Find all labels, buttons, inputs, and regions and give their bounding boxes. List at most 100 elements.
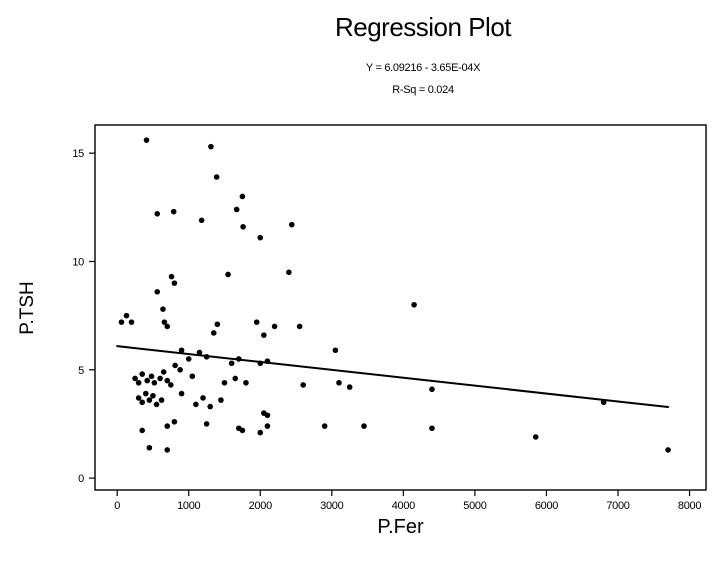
scatter-point [332,347,339,354]
scatter-point [232,375,239,382]
x-tick-label: 2000 [249,500,272,512]
plot-frame [94,124,707,491]
scatter-point [532,434,539,440]
scatter-point [264,423,271,429]
scatter-point [160,369,167,375]
scatter-point [336,379,342,386]
scatter-point [151,379,158,386]
scatter-point [164,423,171,429]
chart-rsq: R-Sq = 0.024 [392,84,454,96]
x-tick-label: 7000 [606,500,629,512]
scatter-point [189,373,196,380]
scatter-point [300,382,306,388]
scatter-point [346,384,353,390]
scatter-point [253,319,260,325]
scatter-point [171,418,178,425]
scatter-point [228,360,235,367]
scatter-point [213,174,220,180]
scatter-point [196,349,203,356]
y-tick-label: 15 [72,148,84,160]
scatter-point [164,377,171,384]
scatter-point [164,447,171,453]
scatter-point [154,211,161,217]
scatter-point [264,412,271,419]
scatter-point [243,379,249,386]
scatter-point [429,425,435,432]
scatter-point [257,429,264,436]
scatter-point [161,319,168,325]
scatter-point [225,271,231,278]
x-tick-label: 4000 [392,500,415,512]
scatter-point [361,423,367,429]
scatter-point [286,269,292,276]
scatter-point [153,401,160,408]
scatter-point [146,397,153,403]
y-axis-label: P.TSH [17,281,38,335]
scatter-point [271,323,278,330]
scatter-point [198,217,205,224]
x-tick-label: 6000 [535,500,558,512]
y-tick-label: 10 [72,256,84,268]
scatter-point [143,137,150,143]
scatter-point [193,401,199,408]
y-tick-label: 0 [78,473,84,485]
scatter-point [142,390,149,397]
scatter-point [178,390,185,397]
scatter-point [411,301,417,308]
scatter-point [160,306,166,312]
scatter-point [150,392,156,399]
scatter-point [200,395,206,401]
scatter-point [171,280,178,286]
scatter-point [239,427,246,434]
scatter-point [233,206,240,213]
scatter-point [321,423,328,429]
scatter-point [429,386,435,393]
scatter-point [665,447,671,453]
y-tick-label: 5 [78,365,84,377]
scatter-point [158,397,165,403]
scatter-point [154,288,161,295]
x-axis-label: P.Fer [377,516,424,538]
scatter-point [144,377,151,384]
scatter-point [168,382,174,388]
scatter-point [257,234,264,241]
scatter-point [157,375,163,382]
scatter-point [207,403,213,410]
x-tick-label: 0 [114,500,120,512]
scatter-point [123,312,130,319]
scatter-point [172,362,178,369]
x-tick-label: 3000 [320,500,343,512]
scatter-point [218,397,224,403]
scatter-point [221,379,228,386]
x-tick-label: 1000 [177,500,200,512]
scatter-point [210,330,217,336]
scatter-point [240,224,246,230]
scatter-point [168,273,175,280]
scatter-point [164,323,171,330]
scatter-point [203,421,210,427]
scatter-point [118,319,125,325]
scatter-point [214,321,221,328]
scatter-point [208,143,214,150]
scatter-point [135,379,142,386]
x-tick-label: 8000 [678,500,701,512]
scatter-point [288,221,295,228]
scatter-point [139,427,146,434]
x-tick-label: 5000 [463,500,486,512]
scatter-point [296,323,303,330]
scatter-point [128,319,135,325]
scatter-point [135,395,142,401]
chart-title: Regression Plot [334,12,512,42]
chart-equation: Y = 6.09216 - 3.65E-04X [365,62,481,74]
scatter-point [261,332,267,338]
scatter-point [185,356,192,362]
scatter-point [132,375,138,382]
scatter-point [139,371,146,377]
regression-line [116,345,670,408]
scatter-point [146,444,153,451]
scatter-point [148,373,155,380]
scatter-point [170,208,177,215]
scatter-point [177,366,183,373]
